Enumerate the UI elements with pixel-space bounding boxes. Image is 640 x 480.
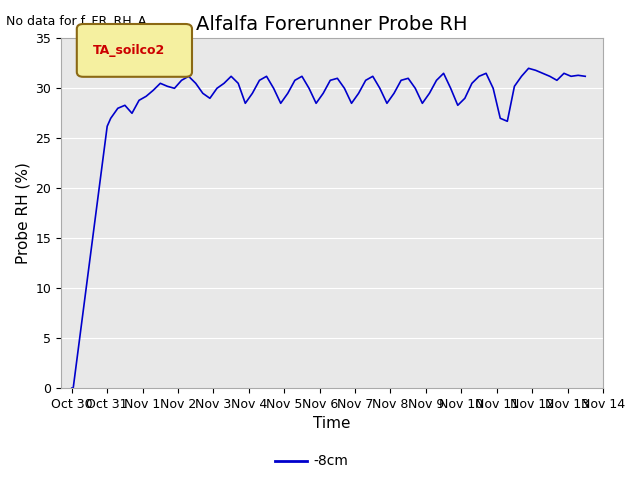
Text: TA_soilco2: TA_soilco2 <box>93 44 165 57</box>
Y-axis label: Probe RH (%): Probe RH (%) <box>15 162 30 264</box>
Text: -8cm: -8cm <box>314 454 348 468</box>
Text: No data for f_FR_RH_A: No data for f_FR_RH_A <box>6 14 147 27</box>
Title: Alfalfa Forerunner Probe RH: Alfalfa Forerunner Probe RH <box>196 15 468 34</box>
X-axis label: Time: Time <box>314 417 351 432</box>
